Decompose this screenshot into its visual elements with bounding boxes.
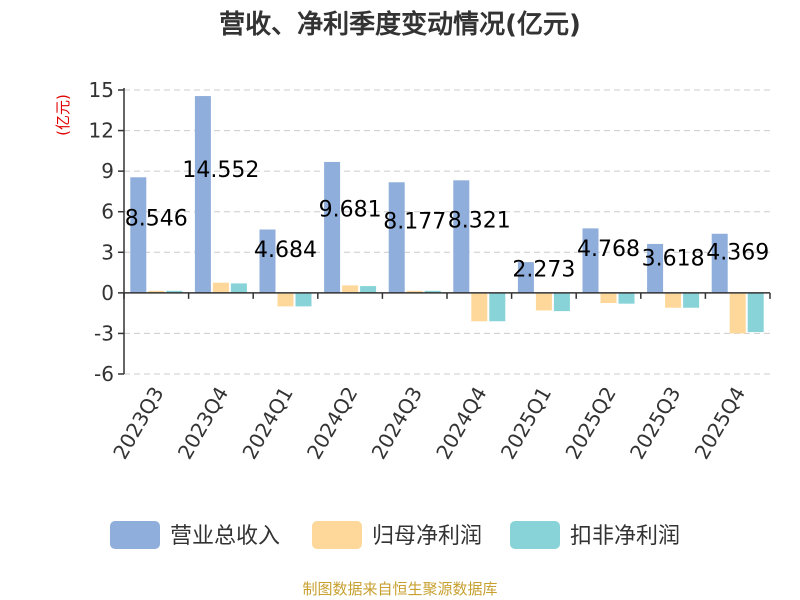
x-tick-label: 2025Q1: [496, 383, 556, 464]
bar-parent-profit: [148, 290, 165, 293]
bar-parent-profit: [471, 292, 488, 322]
x-tick-label: 2025Q2: [560, 383, 620, 464]
x-tick-label: 2024Q4: [431, 383, 491, 464]
bar-revenue: [582, 228, 599, 293]
data-label-revenue: 8.546: [125, 207, 188, 232]
chart-title: 营收、净利季度变动情况(亿元): [219, 9, 581, 40]
bar-deducted-profit: [489, 292, 506, 322]
legend-label[interactable]: 扣非净利润: [570, 524, 680, 549]
bar-parent-profit: [277, 292, 294, 307]
bar-deducted-profit: [747, 292, 764, 333]
y-tick-label: 9: [101, 159, 114, 183]
bar-revenue: [194, 96, 211, 293]
bar-series: [130, 96, 764, 334]
bar-revenue: [324, 161, 341, 293]
bar-parent-profit: [600, 292, 617, 303]
bar-parent-profit: [729, 292, 746, 334]
data-label-revenue: 4.684: [254, 238, 317, 263]
data-label-revenue: 3.618: [642, 246, 705, 271]
bar-revenue: [388, 182, 405, 293]
grid-lines: [124, 89, 770, 375]
y-tick-label: -3: [94, 321, 114, 345]
source-note: 制图数据来自恒生聚源数据库: [302, 580, 497, 598]
bar-deducted-profit: [618, 292, 635, 304]
x-tick-label: 2024Q2: [302, 383, 362, 464]
x-tick-label: 2023Q3: [108, 383, 168, 464]
bar-deducted-profit: [553, 292, 570, 312]
bar-revenue: [647, 243, 664, 293]
bar-deducted-profit: [683, 292, 700, 308]
y-tick-label: -6: [94, 362, 114, 386]
legend[interactable]: 营业总收入 归母净利润 扣非净利润: [110, 521, 680, 549]
bar-parent-profit: [406, 290, 423, 293]
x-tick-label: 2025Q3: [625, 383, 685, 464]
y-tick-label: 6: [101, 200, 114, 224]
x-tick-label: 2023Q4: [173, 383, 233, 464]
bar-deducted-profit: [360, 286, 377, 293]
x-tick-label: 2024Q3: [367, 383, 427, 464]
data-label-revenue: 9.681: [319, 197, 382, 222]
bar-revenue: [711, 233, 728, 293]
bar-deducted-profit: [424, 290, 441, 293]
bar-revenue: [130, 177, 147, 293]
bar-parent-profit: [212, 282, 229, 293]
bar-revenue: [453, 180, 470, 293]
bar-deducted-profit: [166, 290, 183, 293]
legend-swatch[interactable]: [312, 521, 362, 549]
y-tick-label: 12: [89, 119, 114, 143]
data-label-revenue: 4.369: [706, 240, 769, 265]
y-tick-label: 0: [101, 281, 114, 305]
data-label-revenue: 4.768: [577, 237, 640, 262]
data-label-revenue: 8.177: [383, 210, 446, 235]
bar-deducted-profit: [295, 292, 312, 307]
legend-swatch[interactable]: [110, 521, 160, 549]
bar-parent-profit: [535, 292, 552, 311]
y-axis-label: (亿元): [54, 94, 72, 136]
y-tick-label: 15: [89, 78, 114, 102]
legend-label[interactable]: 营业总收入: [170, 524, 280, 549]
bar-parent-profit: [342, 285, 359, 293]
x-tick-label: 2024Q1: [237, 383, 297, 464]
data-label-revenue: 8.321: [448, 208, 511, 233]
data-label-revenue: 14.552: [182, 158, 259, 183]
data-label-revenue: 2.273: [512, 257, 575, 282]
legend-label[interactable]: 归母净利润: [372, 524, 482, 549]
y-tick-label: 3: [101, 240, 114, 264]
legend-swatch[interactable]: [510, 521, 560, 549]
bar-parent-profit: [665, 292, 682, 308]
bar-revenue: [517, 262, 534, 293]
x-tick-label: 2025Q4: [690, 383, 750, 464]
bar-revenue: [259, 229, 276, 293]
bar-deducted-profit: [230, 283, 247, 293]
